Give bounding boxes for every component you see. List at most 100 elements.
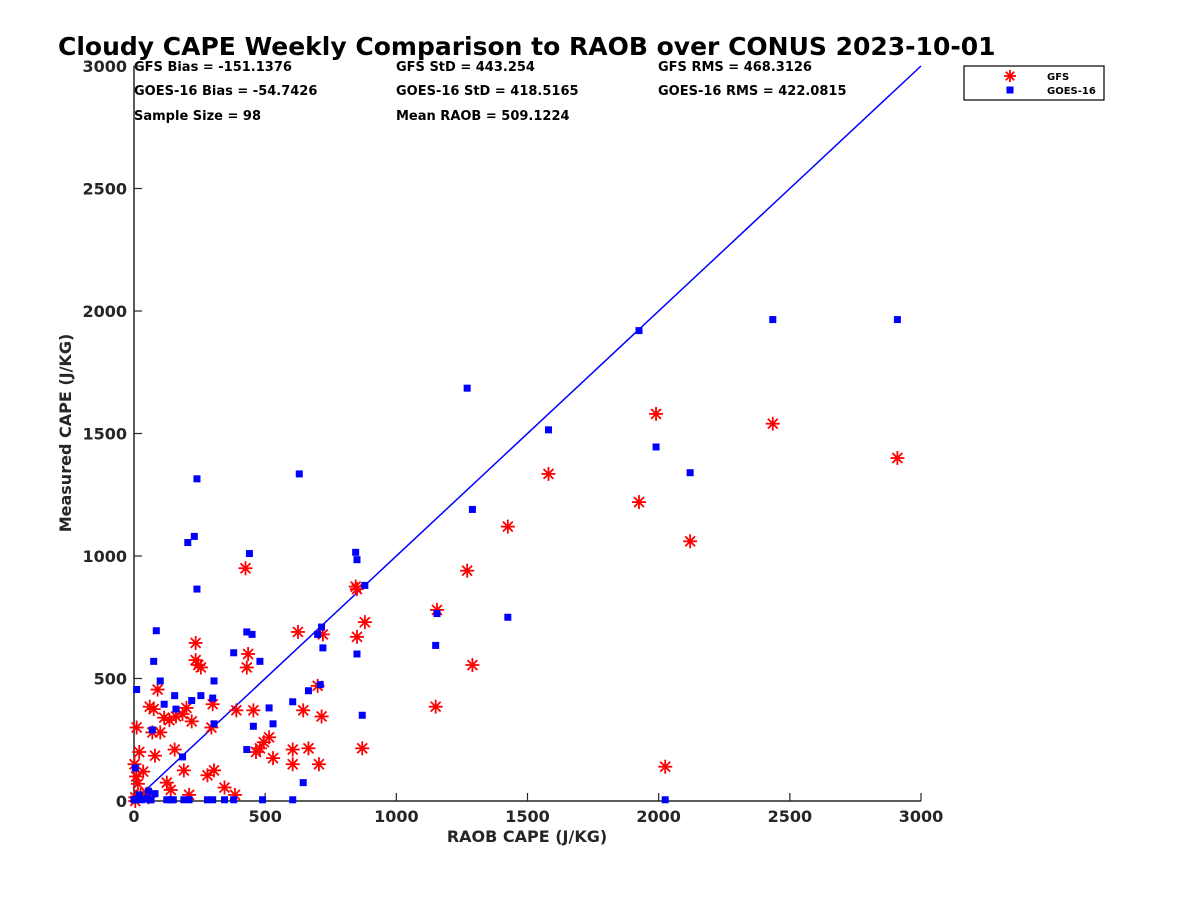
gfs-point — [500, 519, 515, 534]
gfs-point — [150, 682, 165, 697]
gfs-point — [146, 702, 161, 717]
gfs-point — [217, 780, 232, 795]
gfs-point — [188, 635, 203, 650]
goes16-point — [361, 581, 369, 589]
gfs-point — [130, 776, 145, 791]
goes16-point — [138, 796, 146, 804]
stat-label: Mean RAOB = 509.1224 — [396, 109, 570, 124]
goes16-point — [243, 746, 251, 754]
y-tick-label: 2000 — [82, 302, 127, 321]
goes16-point — [504, 613, 512, 621]
gfs-point — [129, 720, 144, 735]
gfs-point — [465, 658, 480, 673]
goes16-point — [652, 443, 660, 451]
goes16-point — [353, 650, 361, 658]
gfs-point — [188, 653, 203, 668]
stat-label: GFS Bias = -151.1376 — [134, 60, 292, 75]
goes16-point — [133, 686, 141, 694]
y-tick-label: 3000 — [82, 57, 127, 76]
goes16-point — [353, 556, 361, 564]
y-tick-label: 2500 — [82, 180, 127, 199]
goes16-point — [193, 585, 201, 593]
x-tick-label: 0 — [128, 807, 139, 826]
gfs-point — [241, 647, 256, 661]
gfs-point — [176, 763, 191, 778]
goes16-point — [163, 796, 171, 804]
goes16-point — [256, 657, 264, 665]
goes16-point — [167, 796, 175, 804]
gfs-point — [349, 629, 364, 644]
gfs-point — [136, 764, 151, 779]
goes16-point — [144, 787, 152, 795]
x-axis-label: RAOB CAPE (J/KG) — [447, 827, 607, 846]
gfs-point — [167, 742, 182, 757]
goes16-point — [661, 796, 669, 804]
goes16-point — [172, 705, 180, 713]
legend: GFS GOES-16 — [963, 65, 1105, 101]
y-tick-label: 1000 — [82, 547, 127, 566]
goes16-point — [352, 548, 360, 556]
goes16-point — [188, 697, 196, 705]
goes16-point — [289, 698, 297, 706]
goes16-point — [432, 641, 440, 649]
gfs-point — [683, 534, 698, 549]
gfs-point — [301, 741, 316, 756]
goes16-point — [197, 692, 205, 700]
gfs-point — [296, 703, 311, 718]
gfs-point — [285, 742, 300, 757]
goes16-point — [151, 790, 159, 798]
gfs-point — [157, 710, 172, 725]
gfs-point — [765, 416, 780, 431]
goes16-point — [190, 532, 198, 540]
chart-title: Cloudy CAPE Weekly Comparison to RAOB ov… — [58, 32, 996, 61]
goes16-point — [185, 796, 193, 804]
series-gfs — [127, 406, 905, 808]
x-axis-ticks: 0 500 1000 1500 2000 2500 3000 — [128, 793, 943, 826]
x-tick-label: 1000 — [374, 807, 419, 826]
gfs-point — [290, 624, 305, 639]
goes16-point — [299, 779, 307, 787]
goes16-point — [209, 796, 217, 804]
goes16-point — [130, 796, 138, 804]
gfs-point — [428, 699, 443, 714]
stat-label: GFS StD = 443.254 — [396, 60, 535, 75]
gfs-point — [266, 751, 281, 766]
stat-label: GOES-16 RMS = 422.0815 — [658, 84, 847, 99]
legend-gfs-marker — [1004, 70, 1016, 82]
gfs-point — [132, 745, 147, 759]
goes16-point — [269, 720, 277, 728]
x-tick-label: 2000 — [636, 807, 681, 826]
gfs-point — [163, 782, 178, 797]
y-tick-label: 1500 — [82, 425, 127, 444]
gfs-point — [129, 769, 144, 784]
goes16-point — [249, 722, 257, 730]
gfs-point — [200, 768, 215, 783]
goes16-point — [156, 677, 164, 685]
goes16-point — [686, 469, 694, 477]
y-tick-label: 0 — [116, 792, 127, 811]
series-goes-16 — [130, 316, 901, 804]
gfs-point — [311, 757, 326, 772]
goes16-point — [171, 692, 179, 700]
gfs-point — [184, 714, 199, 729]
one-to-one-reference-line — [133, 65, 922, 802]
legend-label: GFS — [1047, 72, 1069, 83]
goes16-point — [463, 384, 471, 392]
goes16-point — [160, 700, 168, 708]
legend-box — [963, 65, 1105, 101]
gfs-point — [142, 699, 157, 714]
gfs-point — [460, 563, 475, 578]
goes16-point — [210, 720, 218, 728]
goes16-point — [179, 753, 187, 761]
stats-panel: GFS Bias = -151.1376 GFS StD = 443.254 GFS… — [134, 60, 847, 124]
y-axis-ticks: 0 500 1000 1500 2000 2500 3000 — [82, 57, 142, 811]
goes16-point — [148, 726, 156, 734]
goes16-point — [893, 316, 901, 324]
gfs-point — [890, 451, 905, 465]
stat-label: GOES-16 Bias = -54.7426 — [134, 84, 317, 99]
gfs-point — [658, 759, 673, 774]
goes16-point — [358, 711, 366, 719]
gfs-point — [248, 745, 263, 759]
goes16-point — [221, 796, 229, 804]
